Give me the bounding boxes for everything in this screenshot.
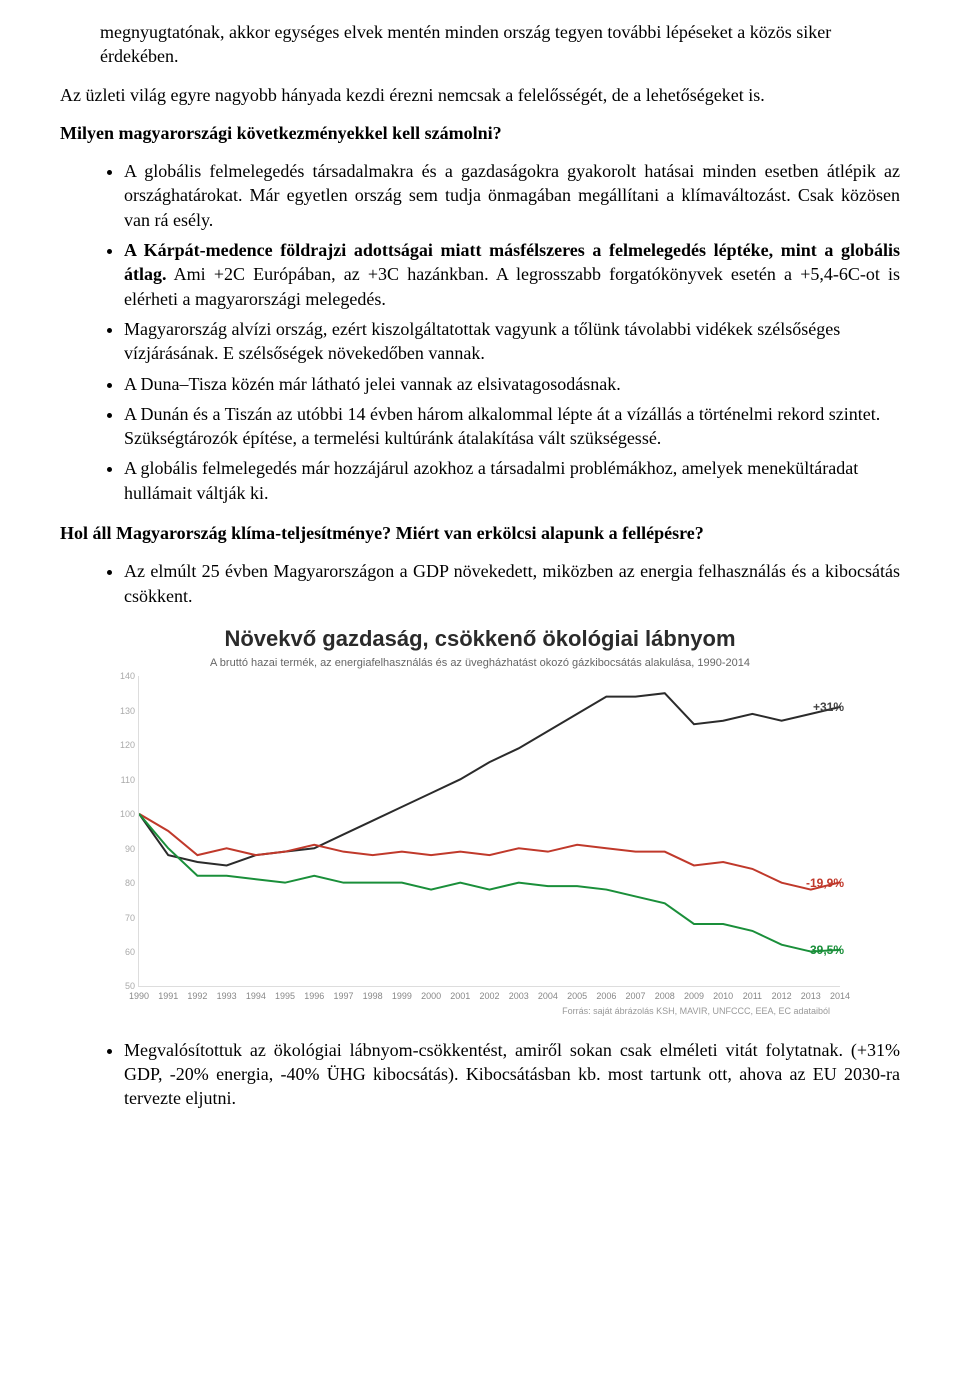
list-item: A Dunán és a Tiszán az utóbbi 14 évben h… xyxy=(124,402,900,451)
list-item: A globális felmelegedés már hozzájárul a… xyxy=(124,456,900,505)
intro-paragraph-2: Az üzleti világ egyre nagyobb hányada ke… xyxy=(60,83,900,107)
section-heading-1: Milyen magyarországi következményekkel k… xyxy=(60,121,900,145)
bullet-list-2: Az elmúlt 25 évben Magyarországon a GDP … xyxy=(60,559,900,608)
list-item: A Kárpát-medence földrajzi adottságai mi… xyxy=(124,238,900,311)
list-item: A globális felmelegedés társadalmakra és… xyxy=(124,159,900,232)
section-heading-2: Hol áll Magyarország klíma-teljesítménye… xyxy=(60,521,900,545)
chart-source: Forrás: saját ábrázolás KSH, MAVIR, UNFC… xyxy=(100,1005,830,1017)
bullet-list-1: A globális felmelegedés társadalmakra és… xyxy=(60,159,900,505)
chart-title: Növekvő gazdaság, csökkenő ökológiai láb… xyxy=(100,624,860,654)
bullet-list-3: Megvalósítottuk az ökológiai lábnyom-csö… xyxy=(60,1038,900,1111)
economy-footprint-chart: Növekvő gazdaság, csökkenő ökológiai láb… xyxy=(100,624,860,1018)
list-item: Az elmúlt 25 évben Magyarországon a GDP … xyxy=(124,559,900,608)
chart-subtitle: A bruttó hazai termék, az energiafelhasz… xyxy=(100,656,860,671)
list-item: Megvalósítottuk az ökológiai lábnyom-csö… xyxy=(124,1038,900,1111)
list-item: A Duna–Tisza közén már látható jelei van… xyxy=(124,372,900,396)
list-item: Magyarország alvízi ország, ezért kiszol… xyxy=(124,317,900,366)
intro-paragraph-1: megnyugtatónak, akkor egységes elvek men… xyxy=(100,20,900,69)
list-item-text: Ami +2C Európában, az +3C hazánkban. A l… xyxy=(124,264,900,308)
